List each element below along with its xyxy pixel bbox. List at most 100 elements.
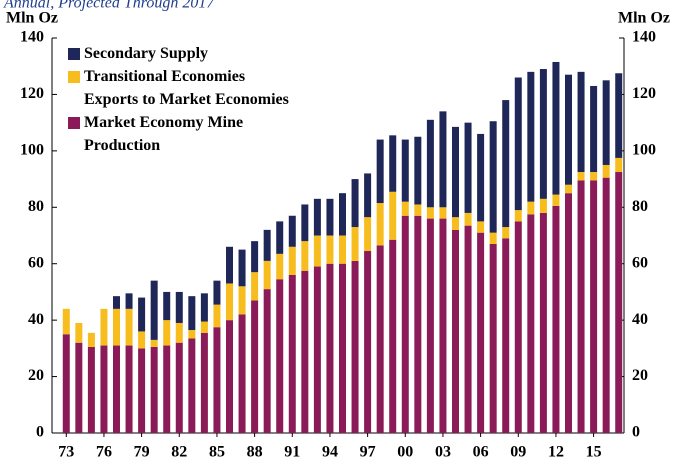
- bar-segment: [175, 322, 183, 343]
- bar-segment: [602, 80, 610, 165]
- bar-segment: [276, 221, 284, 254]
- bar-segment: [439, 207, 447, 219]
- bar-segment: [577, 180, 585, 433]
- legend-label: Market Economy Mine Production: [84, 114, 244, 154]
- y-tick-label: 120: [20, 85, 44, 102]
- legend-label: Secondary Supply: [84, 45, 209, 62]
- bar-segment: [527, 214, 535, 433]
- bar-segment: [251, 241, 259, 273]
- bar-segment: [552, 194, 560, 206]
- bar-segment: [489, 121, 497, 233]
- bar-segment: [163, 320, 171, 346]
- bar-segment: [577, 172, 585, 181]
- bar-segment: [527, 201, 535, 215]
- bar-segment: [602, 177, 610, 433]
- bar-segment: [125, 308, 133, 346]
- legend-item: Transitional Economies Exports to Market…: [68, 65, 298, 111]
- bar-segment: [75, 342, 83, 433]
- y2-tick-label: 80: [632, 198, 648, 215]
- x-tick-label: 09: [510, 444, 526, 461]
- bar-segment: [401, 201, 409, 216]
- bar-segment: [188, 330, 196, 339]
- bar-segment: [376, 245, 384, 433]
- bar-segment: [263, 289, 271, 433]
- bar-segment: [188, 296, 196, 331]
- bar-segment: [313, 266, 321, 433]
- x-tick-label: 03: [435, 444, 451, 461]
- x-tick-label: 82: [171, 444, 187, 461]
- bar-segment: [615, 157, 623, 173]
- bar-segment: [502, 227, 510, 239]
- bar-segment: [87, 332, 95, 347]
- bar-segment: [426, 207, 434, 219]
- bar-segment: [426, 119, 434, 208]
- bar-segment: [389, 239, 397, 433]
- bar-segment: [401, 139, 409, 202]
- bar-segment: [376, 139, 384, 204]
- bar-segment: [364, 217, 372, 252]
- bar-segment: [326, 235, 334, 264]
- bar-segment: [226, 320, 233, 433]
- bar-segment: [590, 172, 598, 181]
- bar-segment: [213, 304, 221, 328]
- bar-segment: [288, 246, 296, 275]
- bar-segment: [326, 198, 334, 236]
- bar-segment: [238, 249, 246, 287]
- x-tick-label: 97: [360, 444, 376, 461]
- bar-segment: [100, 345, 108, 433]
- bar-segment: [489, 232, 497, 244]
- y2-tick-label: 100: [632, 142, 656, 159]
- bar-segment: [464, 122, 472, 213]
- x-tick-label: 00: [397, 444, 413, 461]
- x-tick-label: 73: [58, 444, 74, 461]
- bar-segment: [113, 345, 120, 433]
- bar-segment: [376, 203, 384, 246]
- bar-segment: [539, 69, 547, 199]
- x-tick-label: 85: [209, 444, 225, 461]
- y-tick-label: 20: [28, 367, 44, 384]
- bar-segment: [439, 218, 447, 433]
- bar-segment: [125, 293, 133, 309]
- bar-segment: [477, 221, 485, 233]
- x-tick-label: 94: [322, 444, 338, 461]
- bar-segment: [226, 283, 233, 321]
- bar-segment: [464, 212, 472, 226]
- bar-segment: [426, 218, 434, 433]
- y-tick-label: 100: [20, 142, 44, 159]
- y-tick-label: 40: [28, 311, 44, 328]
- bar-segment: [288, 275, 296, 433]
- bar-segment: [339, 263, 346, 433]
- bar-segment: [351, 260, 359, 433]
- bar-segment: [138, 297, 146, 332]
- y2-tick-label: 120: [632, 85, 656, 102]
- bar-segment: [75, 322, 83, 343]
- bar-segment: [514, 221, 522, 433]
- y2-tick-label: 20: [632, 367, 648, 384]
- y2-tick-label: 40: [632, 311, 648, 328]
- bar-segment: [188, 338, 196, 433]
- legend-swatch: [68, 48, 80, 60]
- bar-segment: [539, 198, 547, 213]
- y-axis-label: Mln Oz: [6, 10, 58, 27]
- legend-label: Transitional Economies Exports to Market…: [84, 68, 289, 108]
- bar-segment: [502, 100, 510, 228]
- bar-segment: [138, 348, 146, 433]
- bar-segment: [452, 126, 459, 218]
- bar-segment: [138, 331, 146, 349]
- bar-segment: [514, 77, 522, 211]
- y-tick-label: 80: [28, 198, 44, 215]
- bar-segment: [439, 111, 447, 208]
- bar-segment: [351, 227, 359, 261]
- x-tick-label: 15: [586, 444, 602, 461]
- bar-segment: [87, 346, 95, 433]
- bar-segment: [301, 204, 309, 242]
- y-tick-label: 0: [36, 424, 44, 441]
- bar-segment: [263, 229, 271, 261]
- bar-segment: [502, 238, 510, 433]
- legend-swatch: [68, 71, 80, 83]
- bar-segment: [489, 243, 497, 433]
- bar-segment: [539, 212, 547, 433]
- bar-segment: [527, 71, 535, 202]
